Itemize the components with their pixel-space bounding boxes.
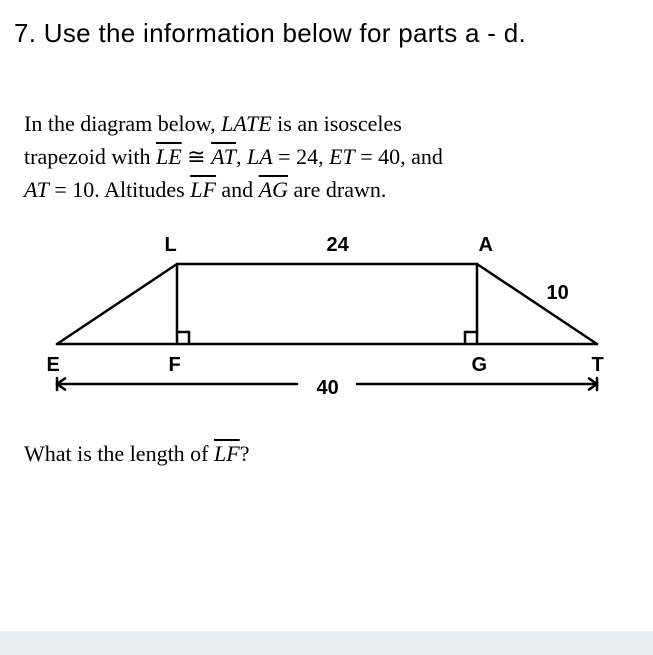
at-value: 10	[72, 177, 94, 202]
label-G: G	[472, 354, 488, 377]
footer-bar	[0, 631, 653, 655]
text: are drawn.	[288, 177, 386, 202]
text: =	[49, 177, 72, 202]
label-top: 24	[327, 234, 349, 257]
segment-AG: AG	[259, 177, 288, 202]
text: is an isosceles	[272, 111, 402, 136]
text: ,	[318, 144, 329, 169]
label-ten: 10	[547, 282, 569, 305]
text: ?	[240, 441, 250, 466]
text: ,	[236, 144, 247, 169]
label-F: F	[169, 354, 181, 377]
segment-LF: LF	[190, 177, 216, 202]
segment-LE: LE	[156, 144, 182, 169]
text: , and	[400, 144, 443, 169]
label-A: A	[479, 234, 493, 257]
trapezoid-name: LATE	[221, 111, 272, 136]
la: LA	[247, 144, 273, 169]
trapezoid-diagram: L 24 A 10 E F G T 40	[47, 234, 607, 419]
final-question: What is the length of LF?	[0, 419, 653, 467]
at: AT	[24, 177, 49, 202]
label-E: E	[47, 354, 60, 377]
congruent-symbol: ≅	[182, 144, 211, 169]
text: trapezoid with	[24, 144, 156, 169]
text: . Altitudes	[94, 177, 190, 202]
label-L: L	[165, 234, 177, 257]
text: =	[355, 144, 378, 169]
text: In the diagram below,	[24, 111, 221, 136]
problem-statement: In the diagram below, LATE is an isoscel…	[0, 49, 653, 206]
segment-LF-q: LF	[214, 441, 240, 466]
et: ET	[329, 144, 355, 169]
text: =	[273, 144, 296, 169]
question-header: 7. Use the information below for parts a…	[0, 0, 653, 49]
segment-AT: AT	[211, 144, 236, 169]
label-T: T	[592, 354, 604, 377]
label-forty: 40	[317, 377, 339, 400]
text: What is the length of	[24, 441, 214, 466]
et-value: 40	[378, 144, 400, 169]
la-value: 24	[296, 144, 318, 169]
text: and	[216, 177, 259, 202]
